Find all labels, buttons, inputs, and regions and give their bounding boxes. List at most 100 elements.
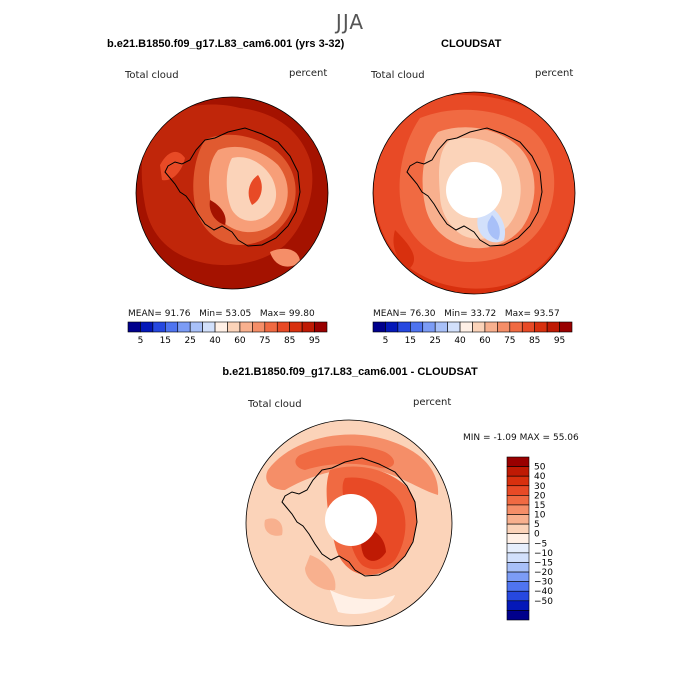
- units-label-model: percent: [289, 68, 328, 79]
- colorbar-tick-label: 50: [534, 463, 546, 473]
- panel-title-cloudsat: CLOUDSAT: [441, 38, 502, 50]
- colorbar-tick-label: 15: [405, 336, 416, 346]
- coastline: [164, 127, 301, 247]
- panel-title-model: b.e21.B1850.f09_g17.L83_cam6.001 (yrs 3-…: [107, 38, 345, 50]
- missing-data-pole: [325, 494, 377, 546]
- map-region: [266, 434, 439, 495]
- colorbar-swatch: [509, 321, 523, 333]
- colorbar-swatch: [301, 321, 315, 333]
- colorbar-swatch: [239, 321, 253, 333]
- colorbar-tick-label: 25: [184, 336, 195, 346]
- colorbar-swatch: [252, 321, 266, 333]
- colorbar-tick-label: 40: [534, 472, 546, 482]
- colorbar-tick-label: 0: [534, 530, 540, 540]
- colorbar-tick-label: 75: [504, 336, 515, 346]
- variable-label-difference: Total cloud: [248, 399, 302, 410]
- colorbar-tick-label: 30: [534, 482, 546, 492]
- map-region: [487, 215, 500, 240]
- colorbar-tick-label: 15: [160, 336, 171, 346]
- map-region: [264, 518, 283, 536]
- colorbar-cloudsat: 5 15 25 40 60 75 85 95: [372, 321, 573, 346]
- variable-label-model: Total cloud: [125, 70, 179, 81]
- mean-label: MEAN=: [128, 309, 162, 319]
- min-value: -1.09: [493, 433, 517, 443]
- colorbar-swatch: [506, 523, 530, 535]
- colorbar-swatch: [521, 321, 535, 333]
- colorbar-swatch: [506, 542, 530, 554]
- missing-data-pole: [446, 162, 502, 218]
- max-label: MAX =: [519, 433, 551, 443]
- units-label-difference: percent: [413, 397, 452, 408]
- colorbar-swatch: [202, 321, 216, 333]
- map-region: [305, 555, 336, 591]
- colorbar-swatch: [385, 321, 399, 333]
- colorbar-tick-label: 25: [429, 336, 440, 346]
- colorbar-swatch: [472, 321, 486, 333]
- colorbar-swatch: [497, 321, 511, 333]
- colorbar-tick-label: −40: [534, 587, 553, 597]
- colorbar-tick-label: −50: [534, 597, 553, 607]
- colorbar-tick-label: 60: [234, 336, 246, 346]
- colorbar-tick-label: 85: [529, 336, 540, 346]
- colorbar-tick-label: 95: [554, 336, 565, 346]
- min-label: MIN =: [463, 433, 491, 443]
- mean-value: 76.30: [409, 309, 436, 319]
- colorbar-tick-label: 5: [383, 336, 389, 346]
- colorbar-tick-label: 40: [454, 336, 466, 346]
- colorbar-swatch: [484, 321, 498, 333]
- colorbar-swatch: [546, 321, 560, 333]
- min-label: Min=: [444, 309, 468, 319]
- map-region: [270, 248, 300, 267]
- max-value: 55.06: [552, 433, 579, 443]
- colorbar-swatch: [434, 321, 448, 333]
- colorbar-tick-label: 10: [534, 511, 546, 521]
- colorbar-tick-label: −10: [534, 549, 553, 559]
- colorbar-swatch: [127, 321, 141, 333]
- min-value: 33.72: [470, 309, 497, 319]
- map-region: [248, 175, 262, 205]
- colorbar-tick-label: 85: [284, 336, 295, 346]
- colorbar-swatch: [506, 475, 530, 487]
- colorbar-swatch: [397, 321, 411, 333]
- stats-model: MEAN= 91.76 Min= 53.05 Max= 99.80: [128, 309, 315, 319]
- colorbar-swatch: [506, 456, 530, 467]
- colorbar-swatch: [506, 590, 530, 602]
- map-model: [136, 97, 328, 289]
- season-title: JJA: [335, 10, 365, 34]
- coastline: [281, 457, 418, 577]
- colorbar-swatch: [459, 321, 473, 333]
- colorbar-tick-label: 5: [534, 520, 540, 530]
- map-cloudsat: [373, 92, 575, 294]
- colorbar-swatch: [506, 610, 530, 621]
- variable-label-cloudsat: Total cloud: [371, 70, 425, 81]
- max-label: Max=: [504, 309, 532, 319]
- colorbar-swatch: [506, 571, 530, 582]
- map-region: [295, 445, 395, 470]
- colorbar-swatch: [422, 321, 436, 333]
- colorbar-swatch: [506, 485, 530, 496]
- colorbar-tick-label: −20: [534, 568, 553, 578]
- map-border: [372, 91, 576, 295]
- colorbar-model: 5 15 25 40 60 75 85 95: [127, 321, 328, 346]
- colorbar-swatch: [447, 321, 461, 333]
- units-label-cloudsat: percent: [535, 68, 574, 79]
- max-value: 93.57: [533, 309, 560, 319]
- colorbar-swatch: [227, 321, 241, 333]
- colorbar-tick-label: −30: [534, 578, 553, 588]
- colorbar-swatch: [314, 321, 328, 333]
- coastline: [406, 127, 543, 247]
- colorbar-swatch: [534, 321, 548, 333]
- colorbar-swatch: [177, 321, 191, 333]
- colorbar-swatch: [506, 533, 530, 544]
- colorbar-swatch: [152, 321, 166, 333]
- colorbar-swatch: [559, 321, 573, 333]
- colorbar-tick-label: 75: [259, 336, 270, 346]
- map-difference: [246, 420, 452, 626]
- colorbar-swatch: [506, 504, 530, 515]
- colorbar-tick-label: 95: [309, 336, 320, 346]
- colorbar-tick-label: 60: [479, 336, 491, 346]
- max-label: Max=: [259, 309, 287, 319]
- colorbar-swatch: [506, 581, 530, 592]
- mean-label: MEAN=: [373, 309, 407, 319]
